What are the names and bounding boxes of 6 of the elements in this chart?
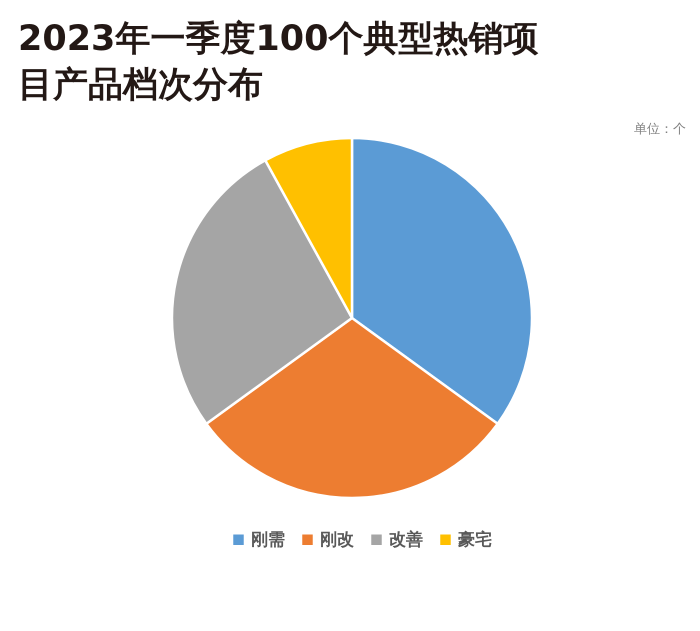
legend-label: 改善 <box>389 528 423 550</box>
text: 单位：个 <box>634 122 686 137</box>
legend-label: 豪宅 <box>457 530 492 550</box>
legend-label: 刚需 <box>251 530 285 550</box>
legend-label: 刚改 <box>320 530 354 550</box>
chart-title: 2023年一季度100个典型热销项目产品档次分布 <box>18 19 538 105</box>
